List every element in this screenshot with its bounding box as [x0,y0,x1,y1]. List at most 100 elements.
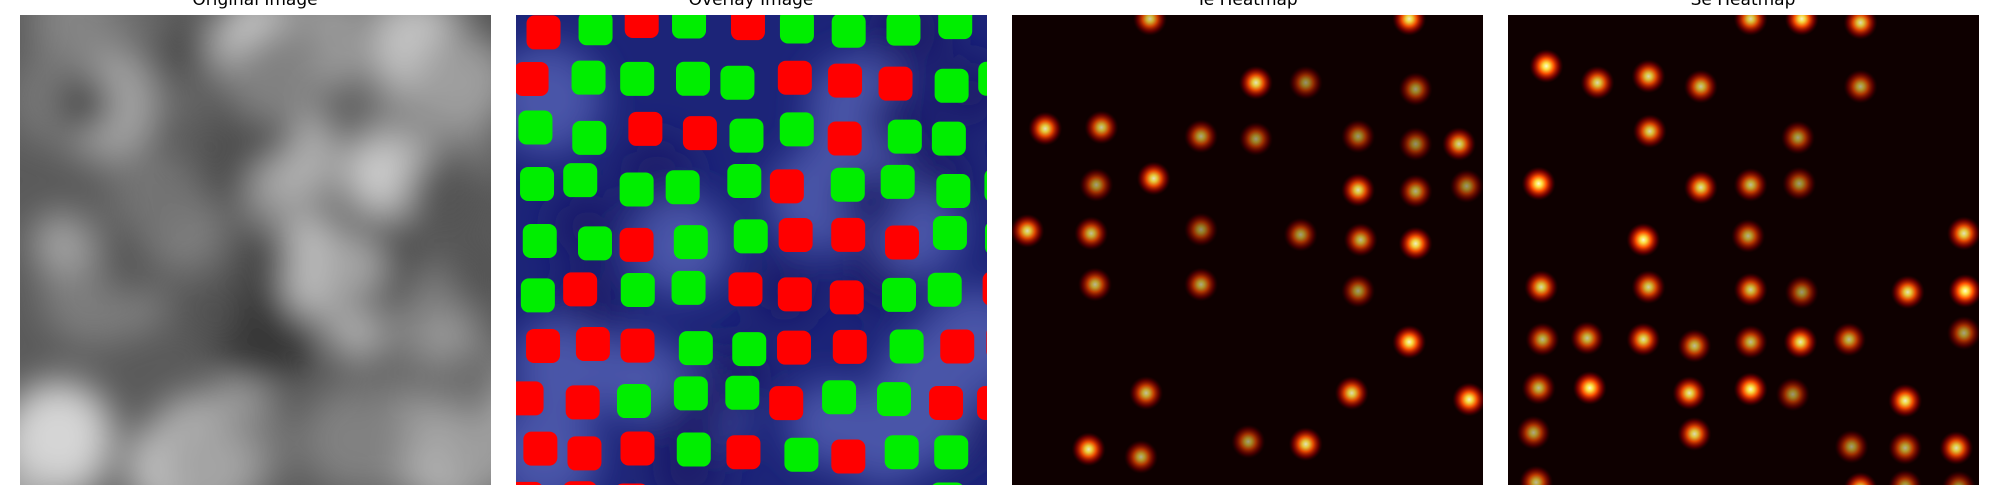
hotspot [1334,376,1369,411]
hotspot [1580,65,1615,100]
hotspot [1529,49,1564,84]
marker [984,170,987,201]
marker [986,330,987,355]
hotspot [1516,415,1551,450]
marker [678,331,713,366]
marker [673,225,708,260]
blob [228,225,296,292]
marker [878,66,913,101]
marker [628,111,663,146]
marker [938,15,973,40]
marker [934,68,969,103]
blob [180,284,238,342]
marker [984,486,1018,500]
hotspot [1288,65,1323,100]
marker [882,277,917,312]
blob [404,152,491,239]
marker [876,382,911,417]
hotspot [1398,226,1433,261]
marker [828,490,862,500]
hotspot [1519,465,1554,485]
hotspot [1672,376,1707,411]
hotspot [1733,272,1768,307]
hotspot [1948,273,1979,308]
hotspot [1834,429,1869,464]
hotspot [1733,372,1768,407]
marker [564,481,596,485]
hotspot [1780,120,1815,155]
marker [883,492,917,500]
marker [934,435,969,470]
marker [885,225,920,260]
marker [520,166,555,201]
marker [619,227,654,262]
hotspot [1074,216,1109,251]
hotspot [1626,322,1661,357]
blob [158,420,259,485]
marker [523,431,558,466]
blob [349,338,413,403]
hotspot [1129,376,1164,411]
marker [672,15,707,39]
panel-title: Te Heatmap [1195,0,1297,10]
blob [443,243,491,301]
marker [620,61,655,96]
marker [932,216,967,251]
marker [522,223,557,258]
hotspot [1238,121,1273,156]
hotspot [1449,169,1483,204]
marker [624,15,659,39]
hotspot [1890,275,1925,310]
marker [779,112,814,147]
marker [526,15,561,50]
marker [620,431,655,466]
marker [822,380,857,415]
blob [149,23,215,90]
marker [978,61,987,96]
hotspot [1733,167,1768,202]
marker [727,486,761,500]
blob [428,338,491,422]
marker [827,121,862,156]
panel-title: Overlay Image [689,0,814,10]
hotspot [1184,119,1219,154]
hotspot [1733,15,1768,36]
marker [578,15,613,46]
marker [665,170,700,205]
hotspot [1238,65,1273,100]
marker [682,116,717,151]
hotspot [1525,322,1560,357]
hotspot [1123,439,1158,474]
marker [828,63,863,98]
marker [675,61,710,96]
marker [616,384,651,419]
marker [831,217,866,252]
original-image [20,15,491,485]
marker [982,272,987,305]
marker [880,164,915,199]
hotspot [1341,273,1376,308]
hotspot [1452,382,1483,417]
marker [728,272,763,307]
hotspot [1398,174,1433,209]
marker [931,121,966,156]
marker [730,15,765,41]
marker [779,15,814,44]
hotspot [1843,471,1878,485]
hotspot [1524,270,1559,305]
blob [20,380,114,485]
hotspot [1283,217,1318,252]
panel-title: Original Image [192,0,317,10]
marker [733,219,768,254]
marker [829,280,864,315]
marker [727,163,762,198]
hotspot [1626,222,1661,257]
marker [577,226,612,261]
marker [777,60,812,95]
marker [673,376,708,411]
hotspot [1288,427,1323,462]
hotspot [1784,15,1819,36]
marker [526,328,561,363]
marker [932,482,963,485]
blob [59,77,113,131]
